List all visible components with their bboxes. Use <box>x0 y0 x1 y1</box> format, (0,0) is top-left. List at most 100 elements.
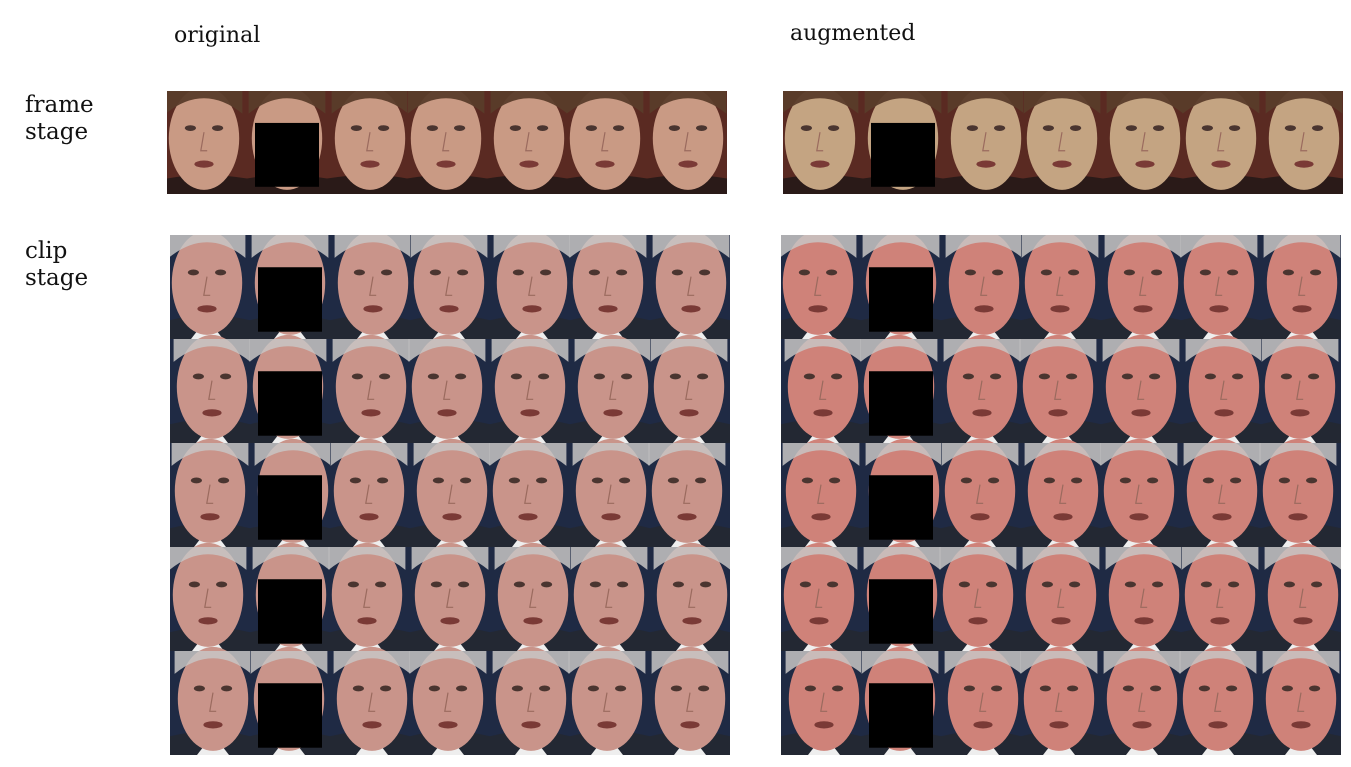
face-thumbnail <box>861 646 942 755</box>
thumbnail-grid-svg <box>783 91 1343 194</box>
face-thumbnail <box>327 91 409 194</box>
mask-block <box>869 579 933 644</box>
frame-stage-label-line-1: frame <box>25 92 94 118</box>
face-thumbnail <box>781 438 862 548</box>
face-thumbnail <box>490 542 572 652</box>
face-thumbnail <box>1101 235 1182 340</box>
face-thumbnail <box>650 334 730 444</box>
face-thumbnail <box>170 334 251 444</box>
face-thumbnail <box>943 91 1025 194</box>
face-thumbnail <box>489 438 571 548</box>
augmented-column-header: augmented <box>790 21 916 46</box>
frame-stage-augmented-strip <box>783 91 1343 194</box>
face-thumbnail <box>650 542 730 652</box>
face-thumbnail <box>1019 334 1102 444</box>
face-thumbnail <box>861 542 942 652</box>
face-thumbnail <box>250 646 331 755</box>
face-thumbnail <box>781 334 862 444</box>
mask-block <box>258 579 322 644</box>
face-thumbnail <box>1261 235 1341 340</box>
face-thumbnail <box>1101 646 1182 755</box>
clip-stage-label: clip stage <box>25 238 88 292</box>
face-thumbnail <box>939 542 1022 652</box>
face-thumbnail <box>330 235 412 340</box>
mask-block <box>258 267 322 332</box>
face-thumbnail <box>170 438 251 548</box>
face-thumbnail <box>1101 542 1183 652</box>
face-thumbnail <box>487 91 568 194</box>
mask-block <box>869 475 933 540</box>
face-thumbnail <box>250 542 331 652</box>
mask-block <box>258 371 322 436</box>
face-thumbnail <box>861 438 943 548</box>
clip-stage-augmented-grid <box>781 235 1341 755</box>
face-thumbnail <box>330 646 411 755</box>
face-thumbnail <box>1261 334 1341 444</box>
face-thumbnail <box>1261 646 1341 755</box>
face-thumbnail <box>1181 438 1262 548</box>
original-column-header: original <box>174 23 261 48</box>
face-thumbnail <box>408 334 491 444</box>
mask-block <box>869 683 933 748</box>
frame-stage-original-strip <box>167 91 727 194</box>
thumbnail-grid-svg <box>167 91 727 194</box>
mask-block <box>255 122 319 187</box>
mask-block <box>869 371 933 436</box>
face-thumbnail <box>568 646 651 755</box>
frame-stage-label-line-2: stage <box>25 119 89 145</box>
face-thumbnail <box>410 542 491 652</box>
face-thumbnail <box>330 334 411 444</box>
face-thumbnail <box>1021 438 1102 548</box>
face-thumbnail <box>1261 542 1341 652</box>
face-thumbnail <box>250 438 332 548</box>
face-thumbnail <box>1179 646 1262 755</box>
face-thumbnail <box>250 235 331 340</box>
face-thumbnail <box>407 91 488 194</box>
mask-block <box>258 475 322 540</box>
face-thumbnail <box>863 91 944 194</box>
face-thumbnail <box>781 235 862 340</box>
face-thumbnail <box>860 334 942 444</box>
face-thumbnail <box>409 646 491 755</box>
mask-block <box>258 683 322 748</box>
mask-block <box>869 267 933 332</box>
face-thumbnail <box>941 235 1023 340</box>
face-thumbnail <box>648 438 730 548</box>
frame-stage-label: frame stage <box>25 92 94 146</box>
face-thumbnail <box>650 235 730 340</box>
face-thumbnail <box>647 91 727 194</box>
face-thumbnail <box>1181 334 1263 444</box>
face-thumbnail <box>941 334 1022 444</box>
face-thumbnail <box>328 542 411 652</box>
face-thumbnail <box>1100 438 1182 548</box>
face-thumbnail <box>569 235 651 340</box>
face-thumbnail <box>249 334 331 444</box>
face-thumbnail <box>650 646 730 755</box>
face-thumbnail <box>490 235 571 340</box>
thumbnail-grid-svg <box>170 235 730 755</box>
face-thumbnail <box>1180 235 1262 340</box>
face-thumbnail <box>570 334 652 444</box>
face-thumbnail <box>781 542 862 652</box>
face-thumbnail <box>1020 646 1102 755</box>
mask-block <box>871 122 935 187</box>
face-thumbnail <box>410 235 491 340</box>
face-thumbnail <box>490 646 571 755</box>
face-thumbnail <box>1021 542 1102 652</box>
face-thumbnail <box>247 91 328 194</box>
face-thumbnail <box>490 334 571 444</box>
face-thumbnail <box>570 542 651 652</box>
face-thumbnail <box>1263 91 1343 194</box>
face-thumbnail <box>570 438 651 548</box>
clip-stage-label-line-1: clip <box>25 238 68 264</box>
face-thumbnail <box>1103 91 1184 194</box>
face-thumbnail <box>783 91 864 194</box>
face-thumbnail <box>1023 91 1104 194</box>
face-thumbnail <box>170 235 251 340</box>
clip-stage-original-grid <box>170 235 730 755</box>
face-thumbnail <box>941 438 1022 548</box>
face-thumbnail <box>781 646 863 755</box>
face-thumbnail <box>167 91 248 194</box>
face-thumbnail <box>566 91 648 194</box>
face-thumbnail <box>1259 438 1341 548</box>
